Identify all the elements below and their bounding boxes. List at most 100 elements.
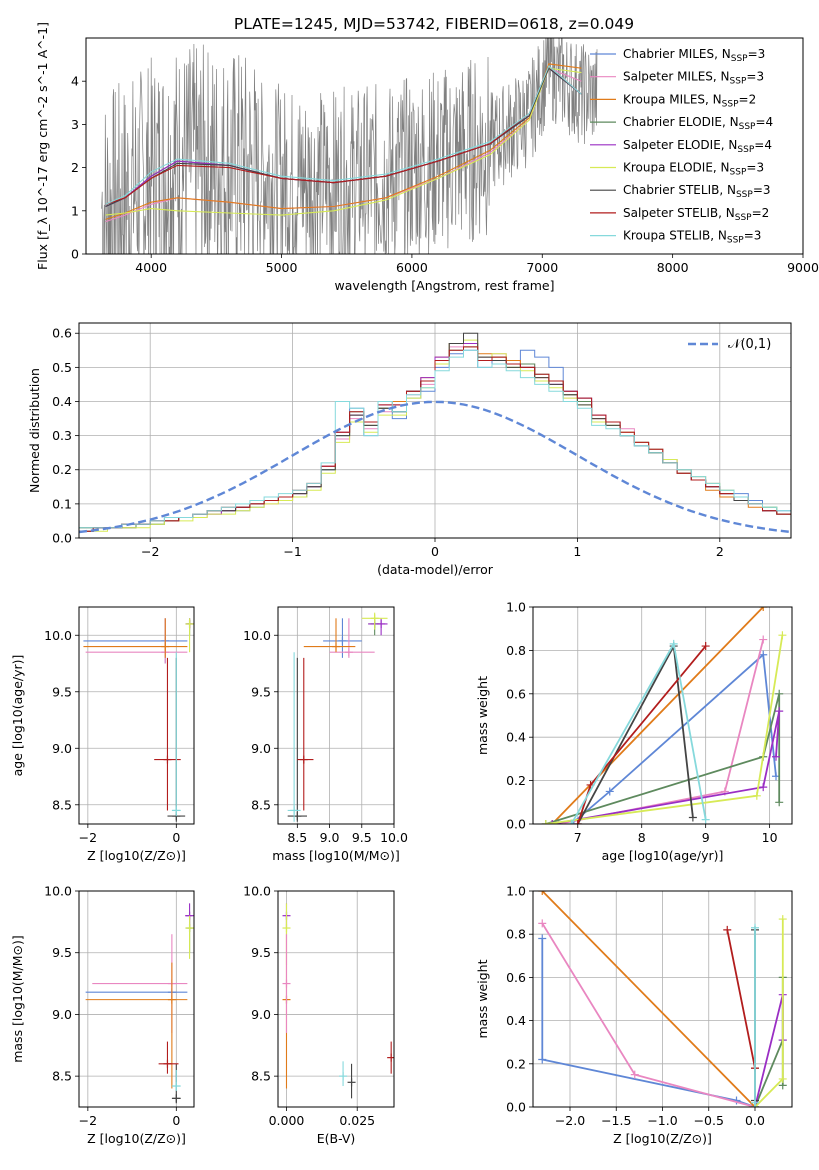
axes-weight-vs-age: 7 8 9 10 0.0 0.2 0.4 0.6 0.8 1.0 age [log10(age/yr… xyxy=(475,600,793,863)
y-tick-label: 0.2 xyxy=(52,462,72,477)
figure-title: PLATE=1245, MJD=53742, FIBERID=0618, z=0… xyxy=(234,15,634,33)
axes-frame xyxy=(532,606,793,825)
y-tick-label: 0.3 xyxy=(52,428,72,443)
errorbar-salpeter-miles xyxy=(282,934,291,1033)
y-tick-label: 10.0 xyxy=(243,884,271,899)
weight-point xyxy=(567,820,576,824)
axes-frame xyxy=(78,890,195,1108)
weight-point xyxy=(669,639,678,648)
legend-label: Chabrier MILES, NSSP=3 xyxy=(623,47,765,64)
axes-age-vs-z: −2 0 8.5 9.0 9.5 10.0 Z [log10(Z/Z⊙)] age [log1… xyxy=(10,606,195,863)
weight-line xyxy=(577,643,694,824)
errorbar-kroupa-stelib xyxy=(339,1061,348,1087)
weight-line xyxy=(541,891,756,1107)
weight-point xyxy=(759,635,768,644)
legend-label: Chabrier ELODIE, NSSP=4 xyxy=(623,115,773,132)
legend-subscript: SSP xyxy=(727,236,744,246)
axes-mass-vs-ebv: 0.000 0.025 8.5 9.0 9.5 10.0 E(B-V) xyxy=(243,884,395,1146)
weight-point xyxy=(573,820,582,824)
weight-line xyxy=(545,693,781,824)
weight-point xyxy=(538,891,547,895)
y-tick-label: 10.0 xyxy=(243,628,271,643)
weight-point xyxy=(538,934,547,943)
normal-legend-label: 𝒩(0,1) xyxy=(728,337,771,352)
plot-area xyxy=(282,903,394,1099)
errorbar-chabrier-stelib xyxy=(347,1063,356,1099)
axes-spectrum: 4000 5000 6000 7000 8000 9000 0 1 2 3 4 wavelength … xyxy=(35,22,819,293)
y-tick-label: 0.4 xyxy=(506,1013,526,1028)
y-tick-label: 9.5 xyxy=(251,945,271,960)
errorbar-kroupa-miles xyxy=(83,618,188,658)
errorbar-kroupa-elodie xyxy=(361,612,388,630)
weight-point xyxy=(759,607,768,611)
axes-mass-vs-z: −2 0 8.5 9.0 9.5 10.0 Z [log10(Z/Z⊙)] mass [log… xyxy=(10,884,195,1146)
x-tick-label: 10 xyxy=(762,830,778,845)
weight-point xyxy=(605,787,614,796)
axes-residuals: −2 −1 0 1 2 0.0 0.1 0.2 0.3 0.4 0.5 0.6 (data-model)… xyxy=(27,322,792,577)
weight-point xyxy=(772,752,781,761)
axes-frame xyxy=(78,606,195,825)
y-axis-label: Flux [f_λ 10^-17 erg cm^-2 s^-1 A^-1] xyxy=(35,22,50,270)
x-tick-label: 0 xyxy=(172,830,180,845)
axes-frame xyxy=(277,606,395,825)
x-axis-label: E(B-V) xyxy=(317,1131,356,1146)
errorbar-kroupa-miles xyxy=(303,618,356,653)
errorbar-chabrier-miles xyxy=(323,618,362,658)
y-tick-label: 0.4 xyxy=(506,730,526,745)
x-axis-label: (data-model)/error xyxy=(377,562,494,577)
weight-series-kroupa-elodie xyxy=(751,915,787,1107)
weight-point xyxy=(778,915,787,924)
errorbar-kroupa-elodie xyxy=(185,618,194,653)
plot-area xyxy=(83,618,194,822)
x-tick-label: −1 xyxy=(283,544,301,559)
errorbar-kroupa-elodie xyxy=(185,915,194,959)
y-tick-label: 0.2 xyxy=(506,773,526,788)
y-tick-label: 0 xyxy=(71,247,79,262)
legend-nssp-value: =4 xyxy=(755,115,773,129)
x-tick-label: 8 xyxy=(638,830,646,845)
legend-nssp-value: =3 xyxy=(746,70,764,84)
legend-subscript: SSP xyxy=(731,54,748,64)
y-tick-label: 1 xyxy=(71,203,79,218)
weight-line xyxy=(570,652,777,824)
weight-series-kroupa-stelib xyxy=(567,639,710,824)
model-spectrum-kroupa-elodie xyxy=(105,67,582,216)
plot-area xyxy=(287,612,388,822)
axes-weight-vs-z: −2.0 −1.5 −1.0 −0.5 0.0 0.0 0.2 0.4 0.6 0.8 1.0 Z [… xyxy=(475,884,793,1146)
y-tick-label: 8.5 xyxy=(251,1069,271,1084)
legend-nssp-value: =2 xyxy=(739,92,757,106)
weight-point xyxy=(541,820,550,824)
weight-point xyxy=(778,631,787,640)
legend-label: Chabrier STELIB, NSSP=3 xyxy=(623,183,771,200)
y-axis-label: mass weight xyxy=(475,676,490,755)
y-tick-label: 8.5 xyxy=(52,797,72,812)
observed-spectrum xyxy=(101,38,598,254)
y-tick-label: 8.5 xyxy=(52,1069,72,1084)
x-axis-label: mass [log10(M/M⊙)] xyxy=(272,848,400,863)
y-tick-label: 0.0 xyxy=(52,531,72,546)
x-tick-label: 7000 xyxy=(526,260,558,275)
x-tick-label: 0.000 xyxy=(269,1113,305,1128)
weight-series-chabrier-elodie xyxy=(751,973,787,1107)
legend-subscript: SSP xyxy=(737,145,754,155)
x-tick-label: 0.0 xyxy=(745,1113,765,1128)
errorbar-kroupa-stelib xyxy=(171,1069,181,1091)
legend-subscript: SSP xyxy=(730,77,747,87)
weight-point xyxy=(630,1070,639,1079)
y-tick-label: 0.0 xyxy=(506,817,526,832)
axes-frame xyxy=(85,37,804,255)
x-tick-label: 8.5 xyxy=(287,830,307,845)
weight-point xyxy=(775,707,784,716)
spectrum-legend: Chabrier MILES, NSSP=3 Salpeter MILES, NS… xyxy=(590,47,773,246)
y-tick-label: 9.5 xyxy=(52,945,72,960)
y-tick-label: 9.5 xyxy=(251,684,271,699)
weight-point xyxy=(723,925,732,934)
weight-line xyxy=(541,922,756,1107)
x-tick-label: −2 xyxy=(141,544,159,559)
y-tick-label: 9.0 xyxy=(251,741,271,756)
x-tick-label: 9000 xyxy=(787,260,819,275)
errorbar-salpeter-stelib xyxy=(158,1041,179,1074)
weight-point xyxy=(759,650,768,659)
x-tick-label: −2.0 xyxy=(555,1113,585,1128)
